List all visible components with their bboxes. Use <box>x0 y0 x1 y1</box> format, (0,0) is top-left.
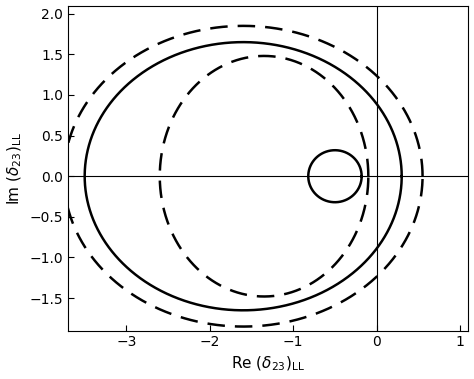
X-axis label: Re $(\delta_{23})_{\mathregular{LL}}$: Re $(\delta_{23})_{\mathregular{LL}}$ <box>231 355 305 373</box>
Y-axis label: Im $(\delta_{23})_{\mathregular{LL}}$: Im $(\delta_{23})_{\mathregular{LL}}$ <box>6 132 24 205</box>
